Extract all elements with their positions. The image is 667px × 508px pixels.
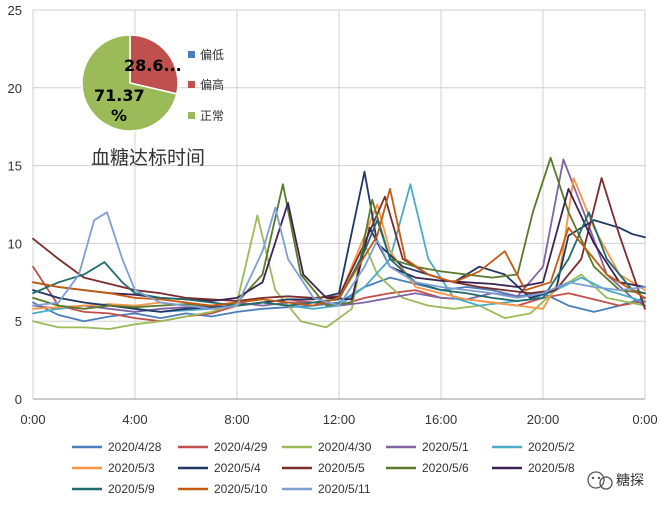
watermark-text: 糖探 <box>616 473 644 489</box>
y-tick-label: 5 <box>15 314 22 329</box>
series-line <box>32 156 646 310</box>
series-lines <box>32 156 646 330</box>
x-tick-label: 8:00 <box>224 412 249 427</box>
y-tick-label: 15 <box>8 159 22 174</box>
y-tick-label: 0 <box>15 392 22 407</box>
pie-legend-label: 偏高 <box>200 77 224 92</box>
y-axis-ticks: 0 5 10 15 20 25 <box>8 3 22 407</box>
series-line <box>32 170 646 313</box>
series-legend: 2020/4/28 2020/4/29 2020/4/30 2020/5/1 2020/… <box>72 440 575 496</box>
series-line <box>32 214 646 330</box>
y-tick-label: 25 <box>8 3 22 18</box>
series-line <box>32 206 646 310</box>
pie-slice <box>81 34 178 132</box>
watermark-icon <box>587 471 613 490</box>
legend-label: 2020/5/1 <box>422 440 469 454</box>
y-tick-label: 10 <box>8 236 22 251</box>
watermark: 糖探 <box>587 471 644 490</box>
pie-legend-swatch <box>188 112 195 119</box>
pie-slice <box>129 34 179 95</box>
legend-label: 2020/5/4 <box>214 461 261 475</box>
legend-label: 2020/5/9 <box>108 482 155 496</box>
series-line <box>32 177 646 310</box>
legend-label: 2020/5/6 <box>422 461 469 475</box>
pie-legend-label: 偏低 <box>200 47 224 62</box>
x-axis-ticks: 0:00 4:00 8:00 12:00 16:00 20:00 0:00 <box>20 412 657 427</box>
x-tick-label: 20:00 <box>527 412 560 427</box>
pie-label-normal: 71.37 <box>94 86 145 105</box>
pie-legend-swatch <box>188 81 195 88</box>
pie-legend-swatch <box>188 51 195 58</box>
legend-label: 2020/5/2 <box>528 440 575 454</box>
x-tick-label: 4:00 <box>122 412 147 427</box>
x-tick-label: 16:00 <box>425 412 458 427</box>
series-line <box>32 188 646 307</box>
legend-label: 2020/5/11 <box>318 482 371 496</box>
series-line <box>32 158 646 313</box>
pie-chart: 28.6... 71.37% <box>81 34 182 132</box>
x-tick-label: 0:00 <box>632 412 657 427</box>
legend-label: 2020/4/29 <box>214 440 268 454</box>
legend-label: 2020/4/30 <box>318 440 372 454</box>
pie-legend-label: 正常 <box>200 109 224 123</box>
legend-label: 2020/5/5 <box>318 461 365 475</box>
legend-label: 2020/4/28 <box>108 440 162 454</box>
pie-title: 血糖达标时间 <box>91 147 205 169</box>
series-line <box>32 211 646 307</box>
x-tick-label: 0:00 <box>20 412 45 427</box>
grid <box>32 9 646 400</box>
legend-label: 2020/5/8 <box>528 461 575 475</box>
pie-label-normal-unit: % <box>111 106 127 125</box>
x-tick-label: 12:00 <box>323 412 356 427</box>
pie-label-high: 28.6... <box>124 56 182 75</box>
legend-label: 2020/5/3 <box>108 461 155 475</box>
legend-label: 2020/5/10 <box>214 482 268 496</box>
y-tick-label: 20 <box>8 81 22 96</box>
